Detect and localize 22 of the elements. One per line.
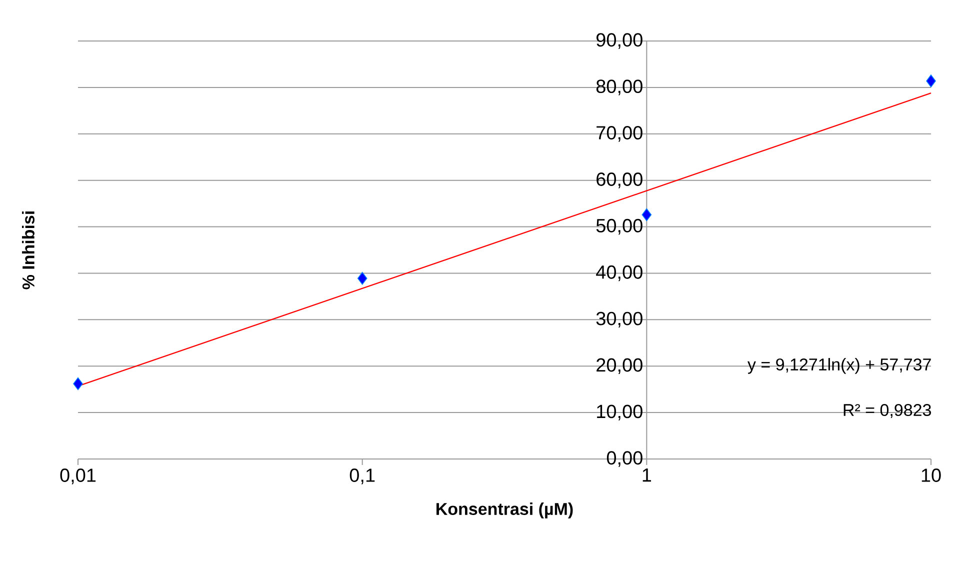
y-tick-label: 70,00	[596, 126, 642, 142]
y-tick-label: 10,00	[597, 404, 642, 420]
x-tick-label: 0,1	[350, 468, 375, 484]
y-tick-label: 80,00	[596, 80, 642, 96]
x-tick-label: 1	[642, 468, 652, 482]
annotation: y = 9,1271ln(x) + 57,737	[748, 358, 931, 374]
point	[73, 377, 83, 390]
y-tick-label: 30,00	[596, 312, 642, 328]
y-tick-label: 90,00	[596, 33, 642, 49]
y-tick-label: 40,00	[596, 265, 642, 282]
y-axis-title: % Inhibisi	[22, 212, 34, 290]
annotation: R² = 0,9823	[844, 404, 931, 418]
y-tick-label: 0,00	[606, 451, 642, 467]
x-axis-title: Konsentrasi (µM)	[436, 502, 573, 518]
y-tick-label: 20,00	[596, 358, 642, 374]
x-tick-label: 10	[922, 468, 941, 482]
x-tick-label: 0,01	[60, 468, 96, 484]
y-tick-label: 60,00	[596, 172, 642, 188]
point	[926, 74, 936, 88]
y-tick-label: 50,00	[596, 218, 642, 235]
point	[642, 208, 652, 222]
point	[357, 272, 368, 285]
